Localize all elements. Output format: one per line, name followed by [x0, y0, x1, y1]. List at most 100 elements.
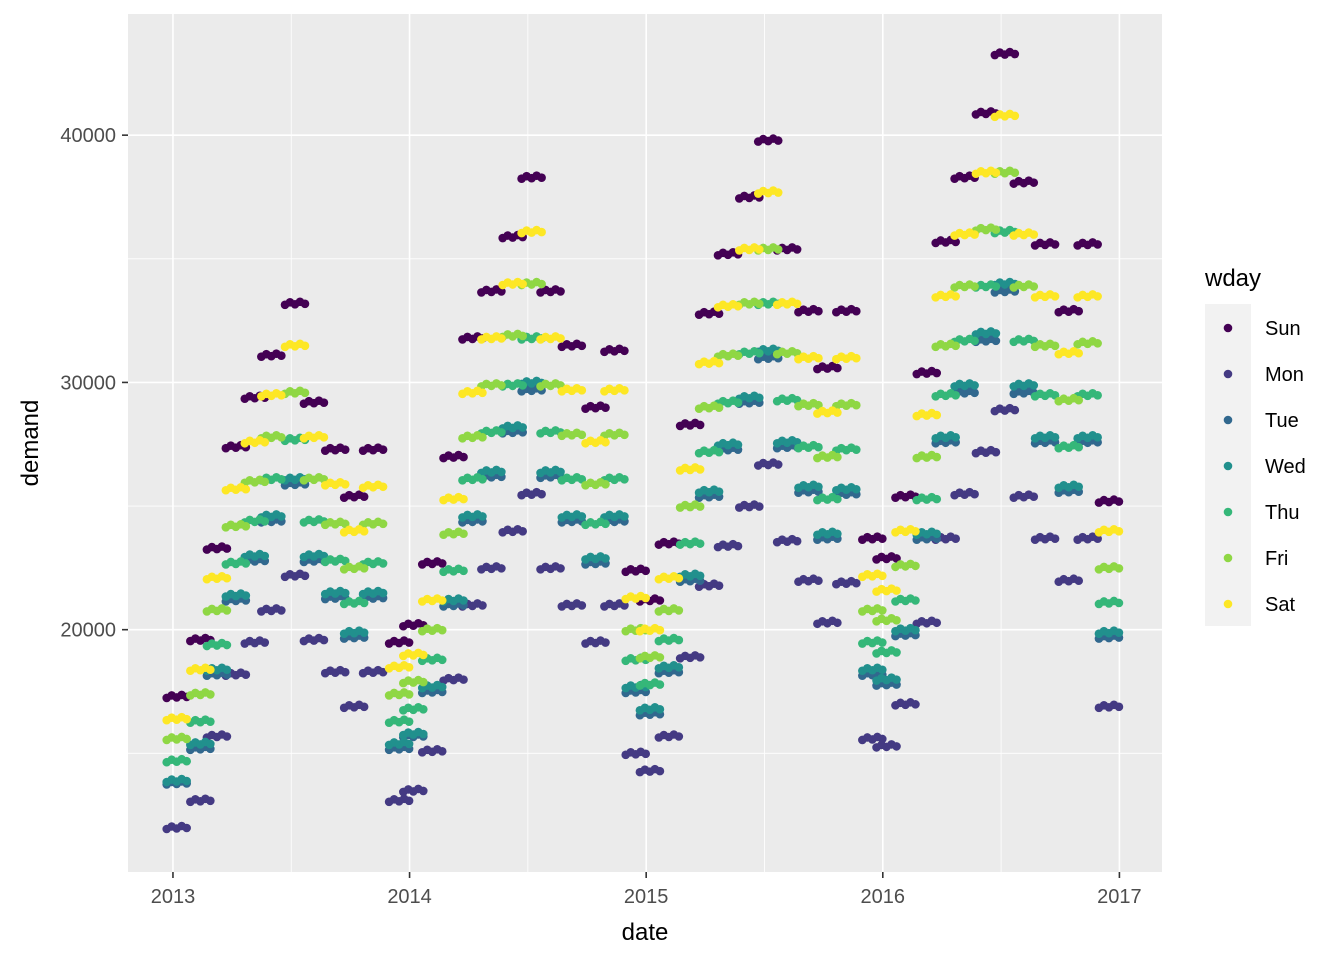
- data-point: [359, 702, 369, 712]
- data-point: [319, 433, 329, 442]
- data-point: [1114, 497, 1124, 506]
- data-point: [222, 544, 232, 553]
- data-point: [1114, 526, 1124, 536]
- data-point: [1050, 433, 1060, 442]
- data-point: [478, 433, 487, 442]
- x-tick-label: 2014: [387, 886, 432, 908]
- data-point: [655, 596, 665, 605]
- legend-key: [1223, 553, 1233, 563]
- data-point: [437, 559, 447, 568]
- data-point: [695, 539, 705, 548]
- data-point: [300, 571, 310, 581]
- data-point: [620, 430, 629, 440]
- data-point: [206, 717, 215, 726]
- data-point: [478, 601, 487, 610]
- data-point: [340, 667, 350, 677]
- data-point: [655, 625, 665, 635]
- data-point: [714, 358, 724, 368]
- data-point: [419, 786, 428, 796]
- data-point: [1093, 292, 1102, 301]
- data-point: [577, 386, 587, 395]
- data-point: [1029, 492, 1039, 501]
- data-point: [991, 336, 1001, 346]
- data-point: [1029, 178, 1039, 187]
- data-point: [241, 559, 251, 568]
- legend-label: Thu: [1265, 502, 1299, 524]
- data-point: [601, 479, 610, 489]
- data-point: [459, 675, 468, 684]
- data-point: [359, 492, 369, 501]
- data-point: [695, 502, 705, 511]
- legend-label: Fri: [1265, 548, 1288, 570]
- data-point: [437, 682, 447, 692]
- data-point: [814, 482, 823, 492]
- data-point: [833, 618, 842, 628]
- data-point: [620, 386, 629, 395]
- data-point: [991, 168, 1001, 178]
- data-point: [359, 564, 369, 573]
- data-point: [378, 559, 388, 568]
- data-point: [1074, 348, 1084, 358]
- data-point: [970, 282, 979, 291]
- data-point: [206, 739, 215, 749]
- data-point: [792, 299, 802, 309]
- data-point: [733, 301, 743, 311]
- data-point: [437, 747, 447, 756]
- data-point: [951, 433, 960, 442]
- data-point: [714, 581, 724, 590]
- data-point: [814, 353, 823, 363]
- data-point: [655, 680, 665, 689]
- data-point: [222, 573, 232, 583]
- data-point: [497, 287, 506, 296]
- legend-key: [1223, 461, 1233, 471]
- data-point: [1010, 111, 1020, 121]
- data-point: [695, 653, 705, 662]
- data-point: [537, 227, 546, 237]
- data-point: [951, 534, 960, 543]
- data-point: [404, 690, 414, 699]
- data-point: [260, 551, 270, 561]
- data-point: [300, 299, 310, 309]
- data-point: [182, 734, 191, 744]
- data-point: [241, 591, 251, 600]
- data-point: [419, 729, 428, 739]
- data-point: [620, 346, 629, 356]
- data-point: [833, 452, 842, 462]
- data-point: [878, 638, 887, 647]
- data-point: [340, 445, 350, 454]
- data-point: [951, 390, 960, 400]
- data-point: [714, 309, 724, 318]
- x-tick-label: 2017: [1097, 886, 1142, 908]
- x-tick-label: 2015: [624, 886, 669, 908]
- data-point: [655, 653, 665, 662]
- data-point: [404, 796, 414, 806]
- data-point: [1074, 482, 1084, 492]
- data-point: [404, 717, 414, 726]
- data-point: [1114, 564, 1124, 573]
- data-point: [951, 292, 960, 301]
- data-point: [537, 279, 546, 289]
- data-point: [833, 494, 842, 504]
- data-point: [378, 482, 388, 492]
- data-point: [773, 136, 783, 145]
- data-point: [518, 526, 527, 536]
- data-point: [537, 173, 546, 182]
- y-tick-label: 40000: [60, 125, 116, 147]
- data-point: [852, 445, 861, 454]
- data-point: [277, 433, 286, 442]
- data-point: [478, 475, 487, 484]
- data-point: [300, 388, 310, 398]
- data-point: [754, 299, 764, 309]
- y-tick-label: 20000: [60, 620, 116, 642]
- data-point: [733, 541, 743, 551]
- data-point: [340, 588, 350, 598]
- data-point: [814, 306, 823, 316]
- data-point: [932, 368, 942, 378]
- data-point: [459, 452, 468, 462]
- data-point: [206, 665, 215, 675]
- data-point: [260, 437, 270, 447]
- data-point: [1010, 405, 1020, 415]
- data-point: [674, 635, 684, 645]
- data-point: [497, 381, 506, 390]
- data-point: [932, 618, 942, 628]
